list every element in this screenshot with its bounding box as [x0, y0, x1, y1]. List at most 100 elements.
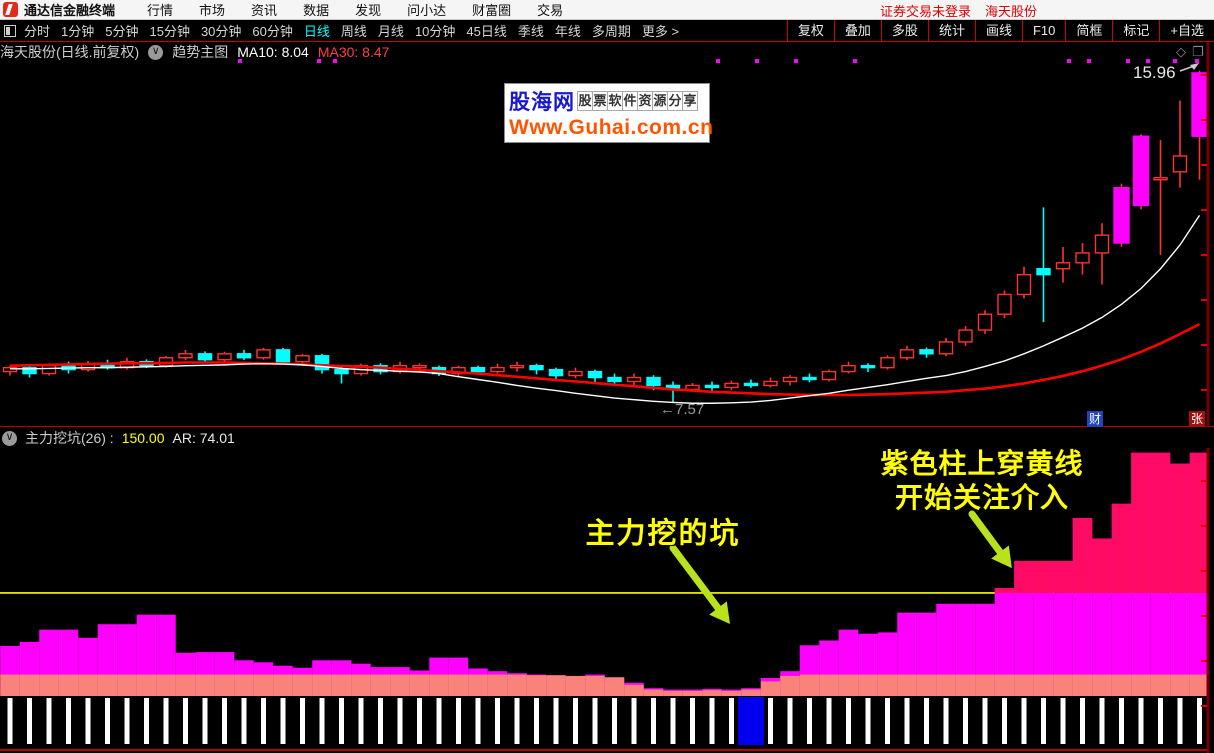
salmon-band — [331, 674, 352, 696]
watermark: 股海网 股票软件资源分享 Www.Guhai.com.cn — [504, 83, 713, 143]
white-grid-bar — [514, 698, 520, 744]
tool-button-8[interactable]: +自选 — [1159, 20, 1214, 41]
white-grid-bar — [885, 698, 890, 744]
salmon-band — [760, 681, 781, 696]
main-candlestick-chart[interactable]: 15.96 ←7.57 — [0, 42, 1214, 427]
candle-body — [860, 364, 876, 369]
annotation-cross-line2: 开始关注介入 — [894, 482, 1069, 513]
tagline-char: 资 — [637, 91, 653, 111]
candle-body — [607, 376, 622, 383]
salmon-band — [0, 674, 20, 696]
tool-button-2[interactable]: 多股 — [880, 20, 928, 41]
tool-button-1[interactable]: 叠加 — [833, 20, 881, 41]
salmon-band — [195, 674, 215, 696]
candle-body — [763, 380, 778, 387]
white-grid-bar — [1041, 698, 1046, 744]
menu-item-6[interactable]: 财富圈 — [472, 3, 512, 18]
period-tab-5[interactable]: 60分钟 — [252, 24, 293, 39]
candle-body — [236, 353, 252, 359]
salmon-band — [604, 677, 625, 696]
sub-indicator-chart[interactable] — [0, 448, 1214, 753]
white-grid-bar — [1158, 698, 1163, 744]
tool-button-7[interactable]: 标记 — [1112, 20, 1159, 41]
app-logo-icon[interactable] — [3, 2, 18, 17]
period-tab-12[interactable]: 年线 — [554, 24, 581, 39]
menu-item-0[interactable]: 行情 — [147, 3, 174, 18]
candle-body — [1094, 234, 1110, 254]
candle-body — [295, 355, 310, 363]
menu-item-7[interactable]: 交易 — [537, 3, 564, 18]
current-symbol[interactable]: 海天股份 — [985, 3, 1038, 19]
period-tab-8[interactable]: 月线 — [377, 24, 404, 39]
indicator-bar-above-line — [1150, 452, 1171, 593]
signal-dot — [1067, 59, 1071, 63]
period-tab-3[interactable]: 15分钟 — [149, 24, 190, 39]
menu-item-2[interactable]: 资讯 — [251, 3, 278, 18]
menu-item-3[interactable]: 数据 — [303, 3, 330, 18]
white-grid-bar — [475, 698, 481, 744]
white-grid-bar — [982, 698, 988, 744]
tagline-char: 股 — [577, 91, 593, 111]
chevron-down-icon[interactable]: ∨ — [2, 430, 17, 446]
period-tab-0[interactable]: 分时 — [24, 24, 51, 39]
salmon-band — [936, 674, 956, 696]
candle-body — [412, 364, 427, 369]
period-tab-6[interactable]: 日线 — [303, 24, 330, 39]
diamond-icon[interactable]: ◇ — [1176, 44, 1186, 59]
window-icon[interactable]: ❐ — [1192, 44, 1204, 59]
menu-item-4[interactable]: 发现 — [355, 3, 382, 18]
white-grid-bar — [300, 698, 305, 744]
indicator-name[interactable]: 趋势主图 — [172, 44, 229, 60]
salmon-band — [585, 675, 605, 696]
period-tab-2[interactable]: 5分钟 — [105, 24, 139, 39]
tool-button-5[interactable]: F10 — [1021, 20, 1065, 41]
indicator-bar-above-line — [1053, 560, 1073, 593]
candle-body — [470, 366, 486, 373]
menu-item-5[interactable]: 问小达 — [407, 3, 447, 18]
candle-body — [802, 376, 817, 381]
salmon-band — [877, 674, 898, 696]
salmon-band — [487, 674, 508, 696]
period-tab-1[interactable]: 1分钟 — [61, 24, 95, 39]
indicator-bar-above-line — [1111, 503, 1132, 593]
period-tab-7[interactable]: 周线 — [340, 24, 367, 39]
candle-body — [568, 370, 583, 377]
salmon-band — [292, 674, 313, 696]
menu-item-1[interactable]: 市场 — [199, 3, 226, 18]
salmon-band — [351, 674, 371, 696]
chevron-down-icon[interactable]: ∨ — [148, 44, 164, 60]
salmon-band — [175, 674, 196, 696]
candle-body — [977, 313, 993, 331]
candle-body — [1113, 186, 1130, 244]
period-tab-14[interactable]: 更多 > — [641, 24, 680, 39]
tagline-char: 软 — [607, 91, 623, 111]
sub-indicator-name[interactable]: 主力挖坑(26) : — [25, 430, 114, 446]
period-tab-10[interactable]: 45日线 — [466, 24, 507, 39]
tool-button-3[interactable]: 统计 — [927, 20, 975, 41]
tool-button-4[interactable]: 画线 — [974, 20, 1022, 41]
indicator-bar-above-line — [1033, 560, 1054, 593]
signal-dot — [1126, 59, 1130, 63]
info-mine-badge-left[interactable]: 财 — [1087, 411, 1103, 427]
white-grid-bar — [163, 698, 169, 744]
info-mine-badge-right[interactable]: 张 — [1189, 411, 1205, 427]
white-grid-bar — [592, 698, 598, 744]
white-grid-bar — [787, 698, 793, 744]
period-tab-13[interactable]: 多周期 — [591, 24, 631, 39]
login-status[interactable]: 证券交易未登录 — [880, 3, 972, 19]
salmon-band — [565, 675, 586, 696]
period-tab-11[interactable]: 季线 — [517, 24, 544, 39]
sub-indicator-ar: AR: 74.01 — [172, 430, 235, 446]
indicator-bar-above-line — [1092, 538, 1112, 593]
annotation-arrow-head — [709, 601, 730, 624]
layout-icon[interactable] — [4, 24, 16, 37]
salmon-band — [819, 674, 839, 696]
period-tab-4[interactable]: 30分钟 — [200, 24, 242, 39]
white-grid-bar — [963, 698, 968, 744]
white-grid-bar — [709, 698, 715, 744]
period-tab-9[interactable]: 10分钟 — [414, 24, 456, 39]
tool-button-0[interactable]: 复权 — [786, 20, 834, 41]
salmon-band — [78, 674, 98, 696]
white-grid-bar — [144, 698, 149, 744]
tool-button-6[interactable]: 简框 — [1065, 20, 1112, 41]
